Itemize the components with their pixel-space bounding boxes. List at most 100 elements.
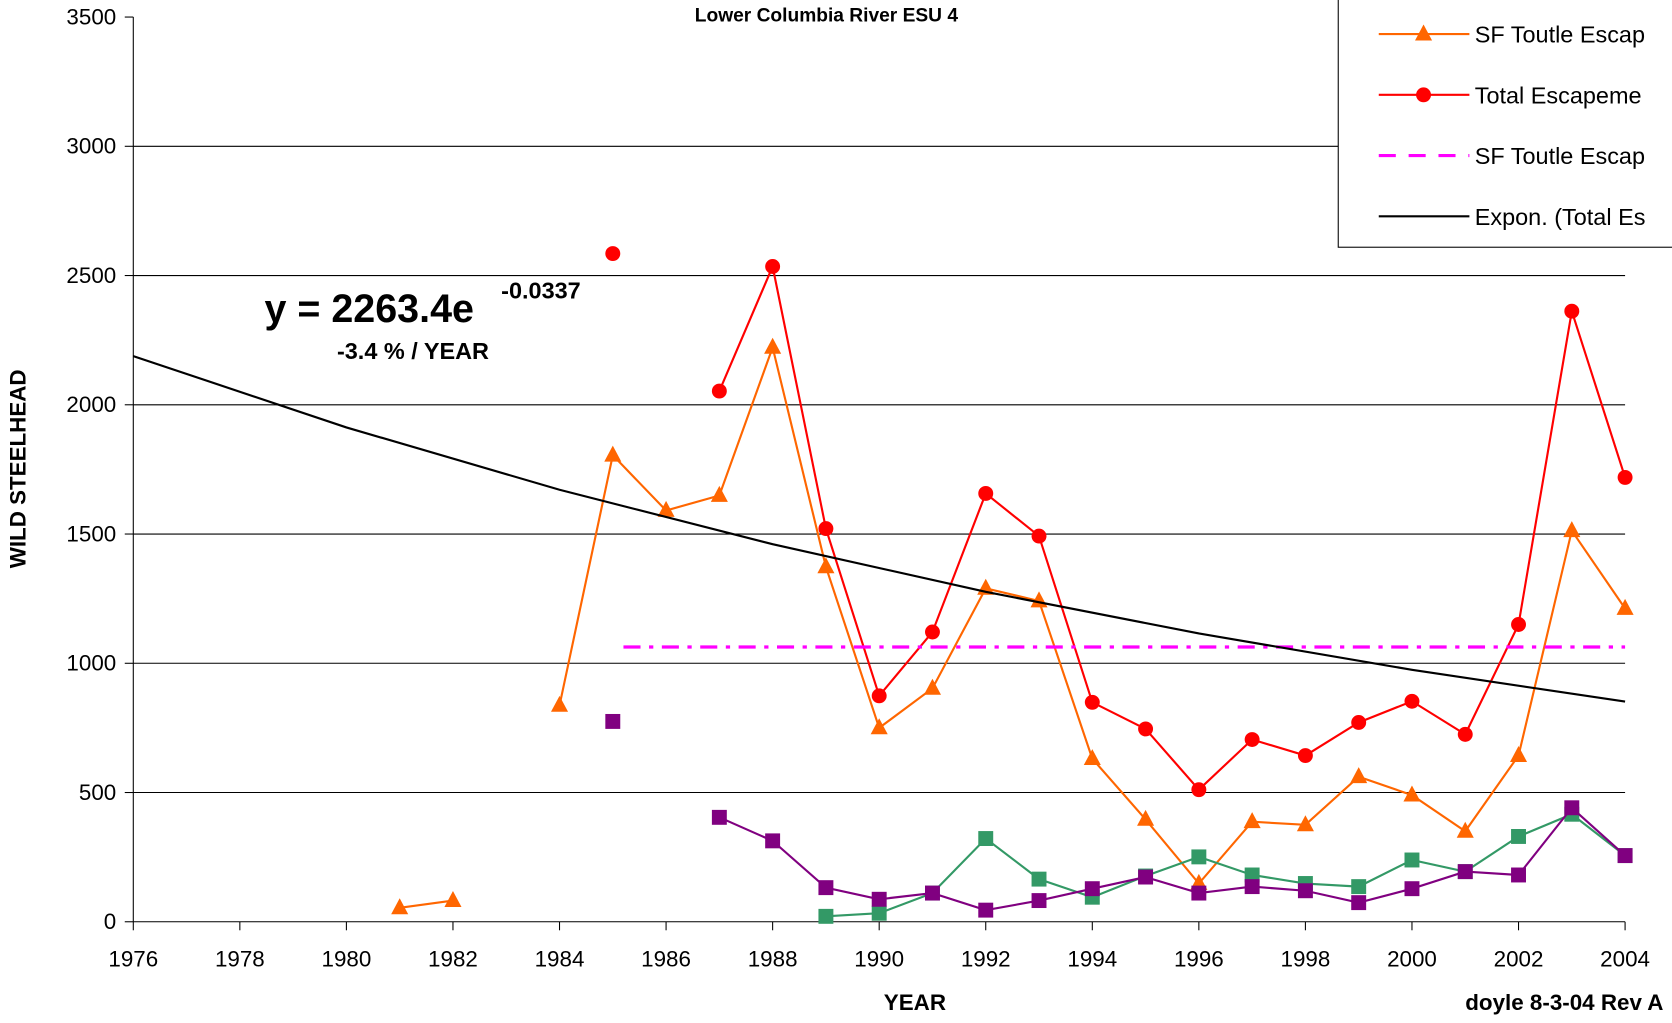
series-line <box>825 813 1626 918</box>
y-tick-label: 500 <box>79 780 116 805</box>
x-tick-label: 1992 <box>961 947 1011 972</box>
marker <box>1084 694 1100 710</box>
chart-title: Lower Columbia River ESU 4 <box>695 5 959 26</box>
marker <box>1404 852 1420 868</box>
y-tick-label: 1000 <box>66 651 116 676</box>
y-tick-label: 3000 <box>66 134 116 159</box>
marker <box>1509 745 1528 762</box>
marker <box>1511 617 1526 632</box>
series-line <box>718 806 1626 912</box>
marker <box>871 891 887 907</box>
marker <box>1617 848 1633 864</box>
marker <box>765 833 781 849</box>
marker <box>1138 721 1154 737</box>
x-tick-label: 1980 <box>322 947 372 972</box>
marker <box>1403 785 1421 802</box>
marker <box>1404 881 1420 897</box>
marker <box>764 337 782 354</box>
x-tick-label: 1994 <box>1067 947 1117 972</box>
marker <box>391 898 409 915</box>
x-tick-label: 2004 <box>1600 947 1650 972</box>
footnote: doyle 8-3-04 Rev A <box>1465 990 1663 1015</box>
y-tick-label: 1500 <box>66 521 116 546</box>
marker <box>1564 303 1580 319</box>
marker <box>925 624 940 640</box>
x-tick-label: 1978 <box>215 947 265 972</box>
marker <box>1297 883 1313 899</box>
marker <box>605 713 621 729</box>
x-tick-label: 1982 <box>428 947 478 972</box>
marker <box>1404 693 1420 709</box>
marker <box>1031 871 1047 887</box>
y-tick-label: 3500 <box>66 5 116 30</box>
y-axis-label: WILD STEELHEAD <box>6 369 31 568</box>
marker <box>1138 869 1154 885</box>
marker <box>818 908 834 924</box>
x-tick-label: 1986 <box>641 947 691 972</box>
x-axis-label: YEAR <box>884 990 946 1015</box>
legend: SF Toutle Escap Total Escapeme SF Toutle E… <box>1337 0 1672 248</box>
marker <box>550 695 569 712</box>
marker <box>978 485 994 501</box>
marker <box>1416 87 1432 103</box>
marker <box>978 831 994 846</box>
marker <box>818 521 834 537</box>
marker <box>1083 749 1101 766</box>
marker <box>1617 469 1633 485</box>
marker <box>923 678 941 695</box>
series-line <box>132 355 1626 703</box>
marker <box>1564 800 1580 816</box>
equation-exponent: -0.0337 <box>501 277 581 303</box>
x-tick-label: 2000 <box>1387 947 1437 972</box>
marker <box>765 259 781 274</box>
series-line <box>399 343 1626 909</box>
marker <box>1351 895 1367 911</box>
legend-label: Total Escapeme <box>1475 82 1642 108</box>
x-tick-label: 1988 <box>748 947 798 972</box>
marker <box>818 880 834 896</box>
marker <box>1351 879 1367 895</box>
marker <box>1563 521 1581 538</box>
marker <box>1191 849 1207 865</box>
marker <box>1297 748 1313 764</box>
x-tick-label: 1984 <box>535 947 585 972</box>
marker <box>711 809 727 825</box>
x-tick-label: 1996 <box>1174 947 1224 972</box>
marker <box>1457 864 1473 880</box>
marker <box>1511 829 1526 844</box>
marker <box>444 890 462 907</box>
marker <box>1084 881 1100 897</box>
marker <box>1351 715 1367 730</box>
marker <box>1031 893 1047 909</box>
marker <box>1243 812 1261 829</box>
marker <box>657 500 675 517</box>
marker <box>1191 782 1207 798</box>
x-tick-label: 1976 <box>108 947 158 972</box>
marker <box>1415 24 1433 41</box>
marker <box>871 905 887 921</box>
marker <box>1244 867 1260 883</box>
marker <box>978 902 994 918</box>
marker <box>711 383 727 399</box>
marker <box>1031 528 1047 544</box>
marker <box>1350 767 1368 784</box>
y-tick-label: 2500 <box>66 263 116 288</box>
marker <box>1244 732 1260 747</box>
marker <box>710 485 728 502</box>
marker <box>1296 815 1314 832</box>
legend-label: SF Toutle Escap <box>1475 22 1645 48</box>
legend-label: SF Toutle Escap <box>1475 143 1645 169</box>
x-tick-label: 1990 <box>854 947 904 972</box>
plot-area <box>132 246 1634 924</box>
marker <box>1191 885 1207 901</box>
marker <box>817 557 835 574</box>
marker <box>1511 867 1526 883</box>
marker <box>1137 809 1155 826</box>
marker <box>605 246 621 262</box>
marker <box>1244 879 1260 895</box>
y-tick-label: 2000 <box>66 392 116 417</box>
y-tick-label: 0 <box>104 909 116 934</box>
marker <box>1457 726 1473 742</box>
